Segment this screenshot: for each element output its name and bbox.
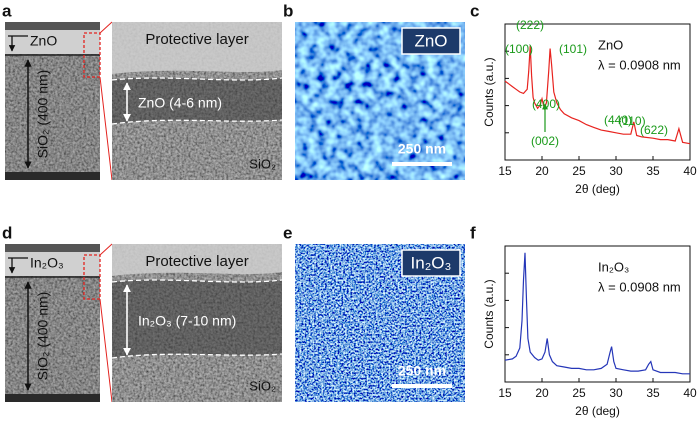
- panel-label: b: [283, 1, 293, 20]
- peak-label: (100): [505, 42, 533, 56]
- x-tick-label: 15: [498, 164, 512, 178]
- material-label: ZnO: [414, 31, 447, 50]
- panel-label: e: [283, 223, 292, 242]
- plot-frame: [504, 23, 691, 161]
- protective-label: Protective layer: [145, 253, 248, 270]
- y-axis-label: Counts (a.u.): [482, 279, 496, 348]
- substrate-short: SiO₂: [249, 156, 276, 171]
- film-label: ZnO (4-6 nm): [138, 95, 222, 111]
- sample-label: In₂O₃: [598, 259, 629, 274]
- zoom-box: [83, 254, 101, 300]
- peak-label: (110): [618, 114, 645, 128]
- peak-label: (440): [604, 113, 632, 127]
- bottom-band: [5, 172, 100, 180]
- protective-region: [112, 22, 282, 74]
- top-band: [5, 22, 100, 30]
- peak-label: (002): [531, 134, 559, 148]
- x-tick-label: 35: [646, 164, 660, 178]
- peak-label: (400): [532, 97, 560, 111]
- x-tick-label: 30: [609, 386, 623, 400]
- layer-arrow: [8, 35, 28, 51]
- material-box: [401, 27, 461, 55]
- x-tick-label: 25: [572, 386, 586, 400]
- top-band: [5, 244, 100, 252]
- plot-frame: [504, 245, 691, 383]
- layer-arrow: [8, 257, 28, 273]
- panel-label: f: [470, 223, 476, 242]
- x-tick-label: 35: [646, 386, 660, 400]
- x-tick-label: 30: [609, 164, 623, 178]
- x-axis-label: 2θ (deg): [575, 404, 620, 418]
- zoom-lines: [99, 21, 113, 181]
- bottom-band: [5, 394, 100, 402]
- sample-label: ZnO: [598, 37, 623, 52]
- film-boundary: [111, 279, 283, 359]
- protective-label: Protective layer: [145, 31, 248, 48]
- zoom-lines: [99, 243, 113, 403]
- substrate-label: SiO₂ (400 nm): [35, 70, 51, 159]
- protective-region: [112, 244, 282, 276]
- peak-label: (622): [640, 123, 668, 137]
- layer-label: In₂O₃: [30, 255, 64, 271]
- wavelength-label: λ = 0.0908 nm: [598, 57, 681, 72]
- wavelength-label: λ = 0.0908 nm: [598, 279, 681, 294]
- x-tick-label: 40: [683, 386, 697, 400]
- film-band: [112, 280, 282, 358]
- peak-label: (101): [559, 42, 587, 56]
- y-axis-label: Counts (a.u.): [482, 57, 496, 126]
- substrate-short: SiO₂: [249, 378, 276, 393]
- material-label: In₂O₃: [411, 253, 452, 272]
- x-tick-label: 20: [535, 164, 549, 178]
- x-tick-label: 25: [572, 164, 586, 178]
- x-tick-label: 20: [535, 386, 549, 400]
- scale-label: 250 nm: [398, 141, 446, 157]
- substrate-label: SiO₂ (400 nm): [35, 292, 51, 381]
- x-tick-label: 15: [498, 386, 512, 400]
- panel-label: c: [470, 1, 479, 20]
- film-label: In₂O₃ (7-10 nm): [138, 313, 236, 329]
- x-axis-label: 2θ (deg): [575, 182, 620, 196]
- xrd-line: [504, 45, 691, 145]
- xrd-line: [504, 252, 690, 375]
- scale-label: 250 nm: [398, 363, 446, 379]
- zoom-box: [83, 32, 101, 78]
- panel-label: d: [2, 223, 12, 242]
- film-boundary: [111, 77, 283, 125]
- peak-label: (222): [516, 18, 544, 32]
- x-tick-label: 40: [683, 164, 697, 178]
- material-box: [401, 249, 461, 277]
- layer-label: ZnO: [30, 33, 57, 49]
- film-band: [112, 78, 282, 124]
- panel-label: a: [2, 1, 12, 20]
